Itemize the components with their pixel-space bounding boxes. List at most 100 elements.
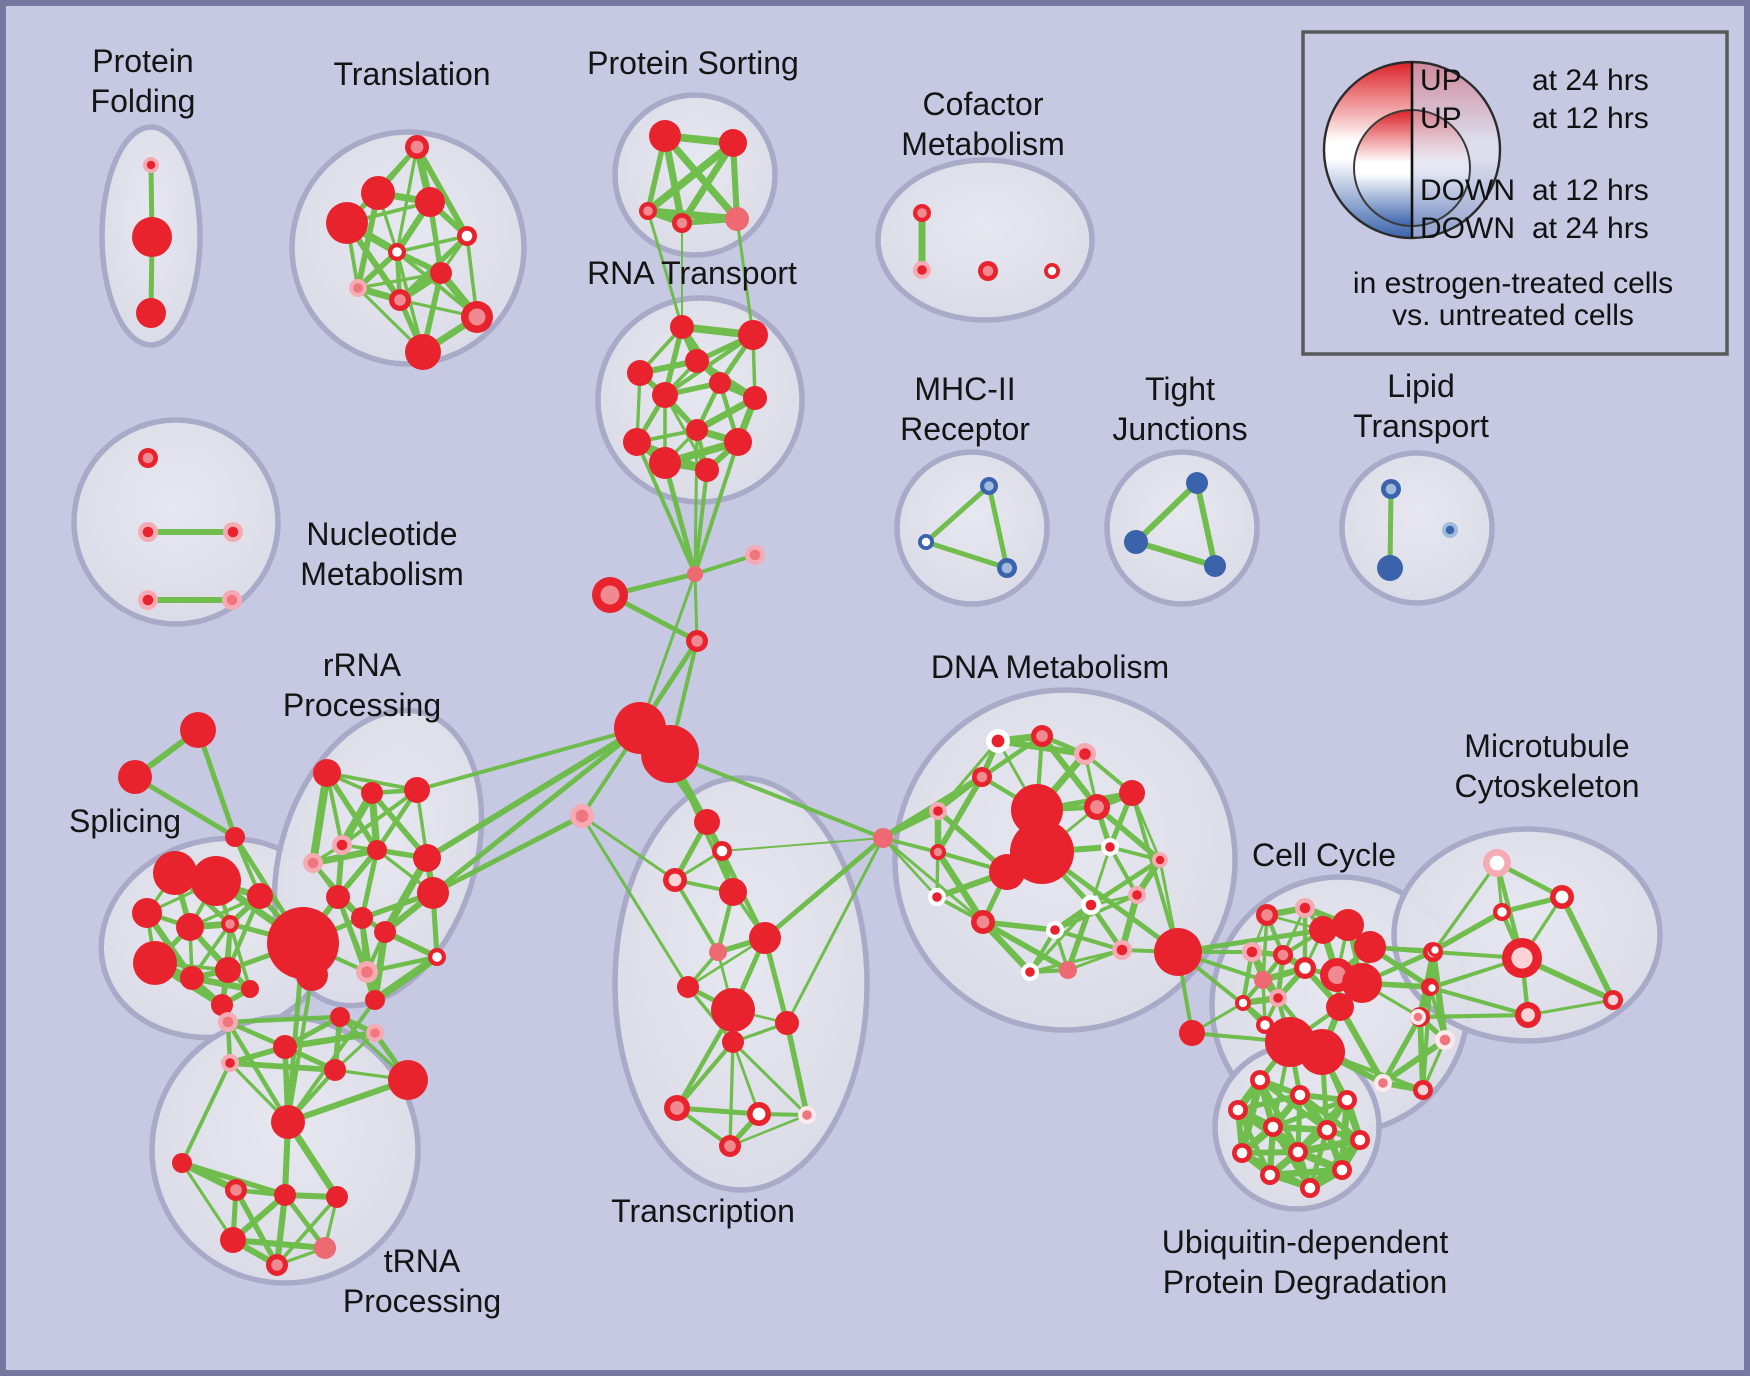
node-splicing-10 (241, 980, 259, 998)
node-loose-4 (296, 959, 328, 991)
node-center-dna-metabolism-17 (1050, 925, 1060, 935)
node-trna-processing-0 (271, 1105, 305, 1139)
node-center-dna-metabolism-2 (1079, 748, 1091, 760)
node-rna-transport-1 (738, 320, 768, 350)
node-splicing-3 (176, 913, 204, 941)
edge-rrna-processing (381, 854, 431, 936)
cluster-label-line: Protein Sorting (587, 45, 799, 81)
node-center-dna-metabolism-1 (1036, 730, 1048, 742)
cluster-label-line: Processing (283, 687, 441, 723)
cluster-label-cell-cycle: Cell Cycle (1252, 837, 1396, 873)
node-center-protein-sorting-3 (676, 217, 688, 229)
cluster-label-line: Lipid (1387, 368, 1455, 404)
edge-cell-cycle (1380, 1014, 1423, 1086)
node-center-cell-cycle-12 (1260, 1020, 1270, 1030)
edge-cell-cycle (1420, 984, 1433, 1093)
node-cell-cycle-2 (1309, 916, 1337, 944)
edge-trna-processing (180, 1061, 232, 1165)
node-dna-metabolism-21 (873, 828, 893, 848)
node-trna-processing-12 (330, 1007, 350, 1027)
node-center-cell-cycle-5 (1246, 946, 1258, 958)
node-rrna-processing-2 (404, 777, 430, 803)
node-center-nucleotide-metabolism-2 (227, 526, 239, 538)
cluster-bubble-lipid-transport (1339, 450, 1495, 606)
node-center-cell-cycle-22 (1417, 1084, 1429, 1096)
cluster-label-line: Protein (92, 43, 193, 79)
edge-rrna-processing (371, 928, 389, 1004)
bridge-edge (638, 572, 697, 730)
node-protein-folding-2 (136, 298, 166, 328)
edge-trna-processing (284, 1076, 412, 1126)
node-center-cell-cycle-13 (1273, 993, 1283, 1003)
edge-translation (414, 144, 470, 239)
bridge-edge (785, 836, 885, 1025)
node-center-ubiquitin-degradation-9 (1264, 1169, 1276, 1181)
node-protein-sorting-1 (719, 129, 747, 157)
bridge-edge (881, 809, 940, 840)
node-rrna-processing-5 (367, 840, 387, 860)
edge-ubiquitin-degradation (1294, 1136, 1364, 1156)
cluster-label-protein-folding: Protein Folding (91, 43, 196, 119)
node-cell-cycle-10 (1254, 971, 1272, 989)
edge-rrna-processing (325, 771, 419, 792)
edge-microtubule-cytoskeleton (1432, 909, 1505, 953)
edge-rrna-processing (309, 846, 381, 867)
node-splicing-5 (247, 883, 273, 909)
cluster-label-line: Transcription (611, 1193, 795, 1229)
cluster-label-lipid-transport: Lipid Transport (1353, 368, 1489, 444)
edge-transcription (784, 1020, 810, 1118)
legend-row-time-3: at 24 hrs (1532, 212, 1649, 245)
node-loose-12 (1154, 928, 1202, 976)
edge-trna-processing (227, 1060, 338, 1073)
edge-transcription (728, 1113, 809, 1148)
edge-transcription (674, 1105, 762, 1117)
node-center-transcription-2 (668, 873, 682, 887)
edge-transcription (673, 878, 720, 954)
node-center-protein-sorting-2 (643, 206, 653, 216)
cluster-bubble-cofactor-metabolism (875, 157, 1095, 323)
edge-ubiquitin-degradation (1297, 1092, 1363, 1143)
cluster-label-line: MHC-II (914, 371, 1015, 407)
node-center-microtubule-cytoskeleton-0 (1489, 855, 1505, 871)
cluster-label-line: Folding (91, 83, 196, 119)
node-transcription-7 (775, 1011, 799, 1035)
node-translation-2 (326, 202, 368, 244)
edge-mhc-ii-receptor (923, 483, 992, 545)
node-trna-processing-3 (274, 1184, 296, 1206)
edge-dna-metabolism (1108, 845, 1139, 897)
node-cell-cycle-9 (1342, 963, 1382, 1003)
edge-cell-cycle (1379, 1036, 1449, 1087)
cluster-label-line: DNA Metabolism (931, 649, 1169, 685)
cluster-label-line: RNA Transport (587, 255, 797, 291)
bridge-edge (693, 468, 709, 576)
node-center-translation-7 (353, 283, 363, 293)
legend-row-time-2: at 12 hrs (1532, 174, 1649, 207)
node-center-ubiquitin-degradation-4 (1267, 1121, 1279, 1133)
edge-trna-processing (282, 1192, 328, 1251)
node-transcription-0 (694, 809, 720, 835)
cluster-label-line: Metabolism (901, 126, 1065, 162)
node-center-ubiquitin-degradation-5 (1321, 1124, 1333, 1136)
node-center-cofactor-metabolism-1 (917, 265, 927, 275)
edge-dna-metabolism (881, 836, 939, 899)
edge-transcription (731, 1040, 809, 1117)
edge-trna-processing (179, 1160, 288, 1198)
node-center-microtubule-cytoskeleton-3 (1511, 947, 1533, 969)
node-protein-folding-1 (132, 217, 172, 257)
cluster-label-line: Protein Degradation (1163, 1264, 1448, 1300)
node-transcription-4 (749, 922, 781, 954)
edge-splicing (228, 922, 252, 991)
node-translation-6 (430, 262, 452, 284)
node-center-ubiquitin-degradation-3 (1232, 1104, 1244, 1116)
node-center-dna-metabolism-19 (1025, 967, 1035, 977)
edge-trna-processing (273, 1191, 289, 1269)
node-loose-13 (1179, 1020, 1205, 1046)
cluster-label-line: Cytoskeleton (1455, 768, 1640, 804)
bridge-edge (646, 209, 684, 329)
bridge-edge (635, 440, 697, 576)
node-center-microtubule-cytoskeleton-5 (1607, 994, 1619, 1006)
bridge-edge (693, 553, 757, 576)
node-center-dna-metabolism-12 (1155, 855, 1165, 865)
node-center-microtubule-cytoskeleton-2 (1497, 907, 1507, 917)
cluster-label-line: rRNA (323, 647, 402, 683)
